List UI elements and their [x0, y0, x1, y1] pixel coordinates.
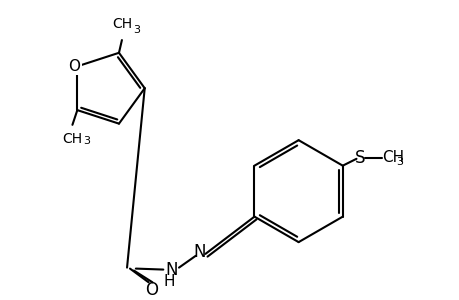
Text: H: H	[163, 274, 174, 289]
Text: S: S	[354, 149, 365, 167]
Text: 3: 3	[396, 157, 403, 167]
Text: O: O	[68, 59, 80, 74]
Text: CH: CH	[112, 17, 132, 31]
Text: 3: 3	[83, 136, 90, 146]
Text: N: N	[164, 261, 177, 279]
Text: N: N	[193, 243, 205, 261]
Text: CH: CH	[381, 150, 403, 165]
Text: CH: CH	[62, 132, 82, 146]
Text: O: O	[145, 281, 158, 299]
Text: 3: 3	[132, 25, 140, 35]
